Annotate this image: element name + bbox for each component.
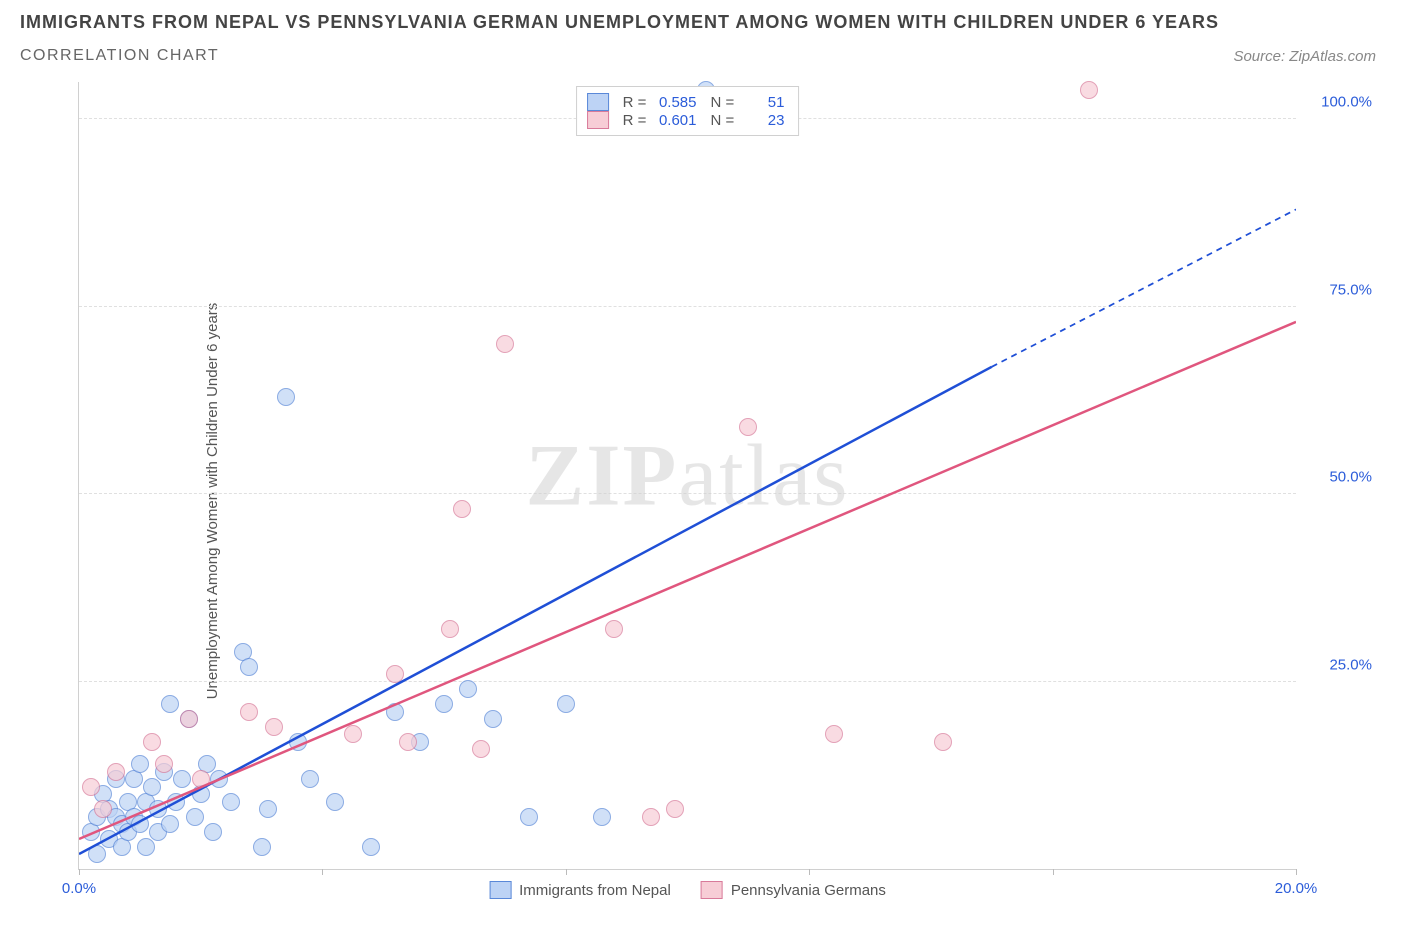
data-point xyxy=(107,763,125,781)
data-point xyxy=(192,770,210,788)
gridline xyxy=(79,306,1296,307)
data-point xyxy=(149,800,167,818)
data-point xyxy=(167,793,185,811)
data-point xyxy=(386,665,404,683)
data-point xyxy=(143,778,161,796)
legend-series-item: Immigrants from Nepal xyxy=(489,881,671,899)
data-point xyxy=(386,703,404,721)
data-point xyxy=(210,770,228,788)
x-tick-label: 20.0% xyxy=(1275,880,1318,897)
legend-r-value: 0.601 xyxy=(651,112,697,129)
data-point xyxy=(459,680,477,698)
data-point xyxy=(825,725,843,743)
x-tick xyxy=(809,869,810,875)
data-point xyxy=(131,815,149,833)
data-point xyxy=(1080,81,1098,99)
data-point xyxy=(161,815,179,833)
data-point xyxy=(435,695,453,713)
data-point xyxy=(557,695,575,713)
y-tick-label: 75.0% xyxy=(1308,281,1372,298)
y-tick-label: 100.0% xyxy=(1308,94,1372,111)
data-point xyxy=(143,733,161,751)
legend-stats-row: R = 0.601N = 23 xyxy=(587,111,785,129)
data-point xyxy=(222,793,240,811)
data-point xyxy=(155,755,173,773)
legend-swatch xyxy=(587,93,609,111)
plot-area: ZIPatlas R = 0.585N = 51R = 0.601N = 23 … xyxy=(78,82,1296,870)
legend-series-label: Immigrants from Nepal xyxy=(519,882,671,899)
data-point xyxy=(344,725,362,743)
watermark: ZIPatlas xyxy=(526,425,850,526)
data-point xyxy=(131,755,149,773)
data-point xyxy=(739,418,757,436)
data-point xyxy=(934,733,952,751)
legend-swatch xyxy=(489,881,511,899)
data-point xyxy=(593,808,611,826)
data-point xyxy=(259,800,277,818)
data-point xyxy=(362,838,380,856)
data-point xyxy=(642,808,660,826)
legend-swatch xyxy=(587,111,609,129)
data-point xyxy=(605,620,623,638)
data-point xyxy=(326,793,344,811)
trend-lines xyxy=(79,82,1296,869)
data-point xyxy=(441,620,459,638)
data-point xyxy=(180,710,198,728)
legend-swatch xyxy=(701,881,723,899)
data-point xyxy=(496,335,514,353)
legend-stats-row: R = 0.585N = 51 xyxy=(587,93,785,111)
data-point xyxy=(186,808,204,826)
data-point xyxy=(289,733,307,751)
data-point xyxy=(161,695,179,713)
x-tick xyxy=(1296,869,1297,875)
data-point xyxy=(472,740,490,758)
data-point xyxy=(666,800,684,818)
legend-series: Immigrants from Nepal Pennsylvania German… xyxy=(489,881,886,899)
gridline xyxy=(79,493,1296,494)
x-tick xyxy=(79,869,80,875)
data-point xyxy=(173,770,191,788)
y-tick-label: 25.0% xyxy=(1308,656,1372,673)
legend-r-value: 0.585 xyxy=(651,94,697,111)
x-tick xyxy=(566,869,567,875)
x-tick xyxy=(1053,869,1054,875)
chart-container: Unemployment Among Women with Children U… xyxy=(20,82,1386,920)
data-point xyxy=(88,845,106,863)
legend-n-value: 51 xyxy=(738,94,784,111)
gridline xyxy=(79,681,1296,682)
data-point xyxy=(453,500,471,518)
x-tick-label: 0.0% xyxy=(62,880,96,897)
data-point xyxy=(204,823,222,841)
chart-title: IMMIGRANTS FROM NEPAL VS PENNSYLVANIA GE… xyxy=(20,12,1386,33)
data-point xyxy=(253,838,271,856)
data-point xyxy=(265,718,283,736)
data-point xyxy=(484,710,502,728)
legend-stats: R = 0.585N = 51R = 0.601N = 23 xyxy=(576,86,800,136)
source-attribution: Source: ZipAtlas.com xyxy=(1233,48,1376,65)
data-point xyxy=(137,838,155,856)
data-point xyxy=(277,388,295,406)
data-point xyxy=(520,808,538,826)
legend-series-item: Pennsylvania Germans xyxy=(701,881,886,899)
legend-n-value: 23 xyxy=(738,112,784,129)
data-point xyxy=(94,800,112,818)
chart-subtitle: CORRELATION CHART xyxy=(20,47,1386,65)
data-point xyxy=(240,658,258,676)
x-tick xyxy=(322,869,323,875)
data-point xyxy=(240,703,258,721)
data-point xyxy=(399,733,417,751)
data-point xyxy=(301,770,319,788)
y-tick-label: 50.0% xyxy=(1308,469,1372,486)
data-point xyxy=(82,778,100,796)
legend-series-label: Pennsylvania Germans xyxy=(731,882,886,899)
